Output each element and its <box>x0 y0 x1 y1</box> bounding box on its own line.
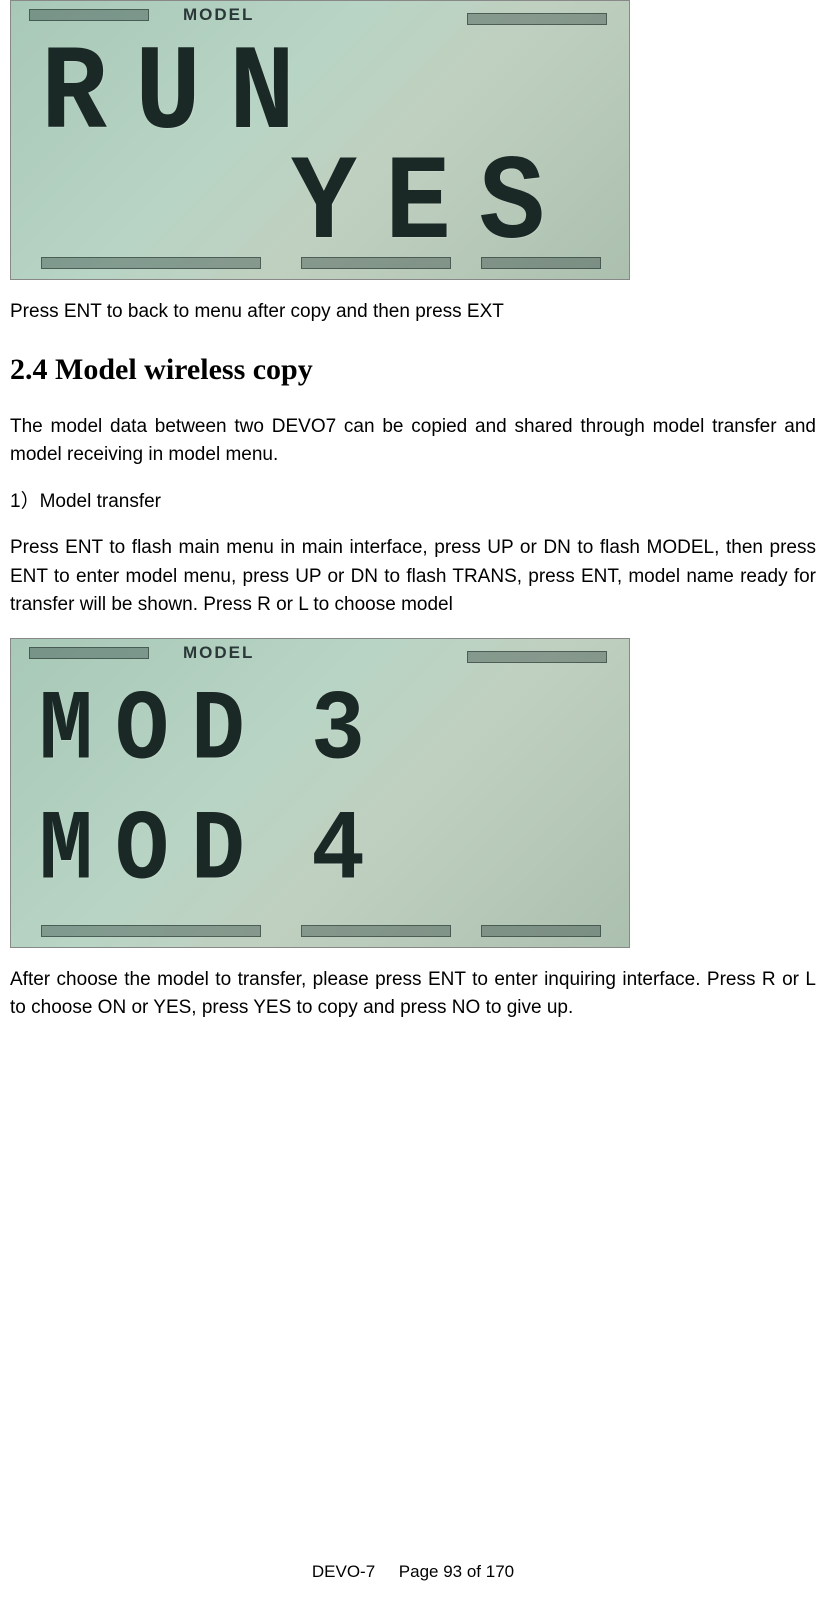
seg-char: M <box>39 802 93 901</box>
seg-char: D <box>191 682 245 781</box>
lcd-screenshot-run-yes: MODEL R U N Y E S <box>10 0 630 280</box>
seg-char: O <box>115 802 169 901</box>
lcd-indicator-bar <box>467 13 607 25</box>
seg-char: Y <box>291 146 357 267</box>
lcd-label-model: MODEL <box>183 5 254 25</box>
seg-char: M <box>39 682 93 781</box>
lcd-row-1: M O D 3 <box>39 687 365 777</box>
page-footer: DEVO-7 Page 93 of 170 <box>0 1562 826 1582</box>
lcd-indicator-bar <box>29 647 149 659</box>
lcd-indicator-bar <box>481 257 601 269</box>
paragraph-transfer-steps: Press ENT to flash main menu in main int… <box>10 534 816 620</box>
seg-char: U <box>135 36 201 157</box>
section-heading-wireless-copy: 2.4 Model wireless copy <box>10 353 816 387</box>
seg-char: S <box>479 146 545 267</box>
lcd-indicator-bar <box>301 925 451 937</box>
seg-char: D <box>191 802 245 901</box>
lcd-indicator-bar <box>301 257 451 269</box>
lcd-indicator-bar <box>41 925 261 937</box>
seg-char: 4 <box>311 802 365 901</box>
lcd-screenshot-mod3-mod4: MODEL M O D 3 M O D 4 <box>10 638 630 948</box>
lcd-row-1: R U N <box>41 41 295 151</box>
seg-char: 3 <box>311 682 365 781</box>
subheading-model-transfer: 1）Model transfer <box>10 488 816 517</box>
lcd-label-model: MODEL <box>183 643 254 663</box>
seg-char: N <box>229 36 295 157</box>
seg-char: R <box>41 36 107 157</box>
seg-char: E <box>385 146 451 267</box>
footer-device: DEVO-7 <box>312 1562 375 1581</box>
lcd-row-2: M O D 4 <box>39 807 365 897</box>
lcd-row-2: Y E S <box>291 151 545 261</box>
lcd-indicator-bar <box>481 925 601 937</box>
paragraph-after-transfer: After choose the model to transfer, plea… <box>10 966 816 1023</box>
seg-char: O <box>115 682 169 781</box>
lcd-indicator-bar <box>467 651 607 663</box>
footer-page: Page 93 of 170 <box>399 1562 514 1581</box>
lcd-indicator-bar <box>29 9 149 21</box>
lcd-indicator-bar <box>41 257 261 269</box>
paragraph-intro: The model data between two DEVO7 can be … <box>10 413 816 470</box>
paragraph-after-copy: Press ENT to back to menu after copy and… <box>10 298 816 327</box>
